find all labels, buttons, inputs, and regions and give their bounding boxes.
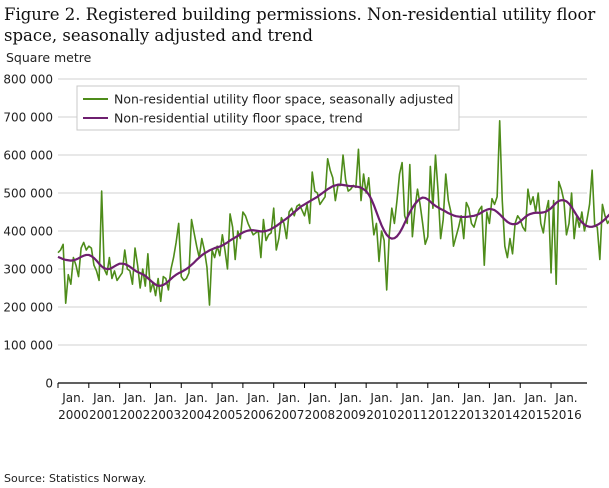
x-tick-label-year: 2014 bbox=[490, 408, 521, 422]
x-tick-label-year: 2011 bbox=[397, 408, 428, 422]
x-tick-label-month: Jan. bbox=[61, 391, 84, 405]
y-tick-label: 700 000 bbox=[3, 111, 53, 125]
x-tick-label-year: 2007 bbox=[274, 408, 305, 422]
x-tick-label-year: 2003 bbox=[151, 408, 182, 422]
series-lines bbox=[57, 120, 609, 306]
x-tick-label-year: 2002 bbox=[120, 408, 151, 422]
x-tick-label-year: 2016 bbox=[551, 408, 582, 422]
y-tick-labels: 0 100 000 200 000 300 000 400 000 500 000 600 … bbox=[3, 73, 53, 391]
x-tick-label-year: 2010 bbox=[366, 408, 397, 422]
y-tick-label: 800 000 bbox=[3, 73, 53, 87]
legend-box bbox=[76, 85, 460, 131]
y-tick-label: 0 bbox=[45, 377, 53, 391]
x-tick-label-year: 2006 bbox=[243, 408, 274, 422]
x-tick-label-year: 2012 bbox=[428, 408, 459, 422]
x-tick-label-month: Jan. bbox=[123, 391, 146, 405]
x-tick-label-month: Jan. bbox=[493, 391, 516, 405]
x-tick-label-year: 2013 bbox=[459, 408, 490, 422]
x-tick-labels: Jan.2000Jan.2001Jan.2002Jan.2003Jan.2004… bbox=[57, 383, 582, 422]
x-tick-label-month: Jan. bbox=[185, 391, 208, 405]
x-tick-label-month: Jan. bbox=[523, 391, 546, 405]
y-tick-label: 400 000 bbox=[3, 225, 53, 239]
x-tick-label-month: Jan. bbox=[369, 391, 392, 405]
y-tick-label: 600 000 bbox=[3, 149, 53, 163]
legend-label-trend: Non-residential utility floor space, tre… bbox=[114, 111, 363, 126]
x-tick-label-month: Jan. bbox=[92, 391, 115, 405]
y-axis-unit-label: Square metre bbox=[6, 50, 92, 65]
x-tick-label-month: Jan. bbox=[431, 391, 454, 405]
legend: Non-residential utility floor space, sea… bbox=[76, 85, 460, 131]
x-tick-label-month: Jan. bbox=[462, 391, 485, 405]
x-tick-label-month: Jan. bbox=[339, 391, 362, 405]
source-note: Source: Statistics Norway. bbox=[4, 472, 147, 485]
line-chart: 0 100 000 200 000 300 000 400 000 500 000 600 … bbox=[3, 73, 609, 422]
x-tick-label-year: 2005 bbox=[212, 408, 243, 422]
chart-title: Figure 2. Registered building permission… bbox=[4, 5, 596, 45]
x-tick-label-month: Jan. bbox=[400, 391, 423, 405]
x-tick-label-year: 2009 bbox=[335, 408, 366, 422]
x-tick-label-month: Jan. bbox=[308, 391, 331, 405]
y-tick-label: 500 000 bbox=[3, 187, 53, 201]
y-tick-label: 300 000 bbox=[3, 263, 53, 277]
x-tick-label-month: Jan. bbox=[277, 391, 300, 405]
x-tick-label-year: 2008 bbox=[305, 408, 336, 422]
y-tick-label: 100 000 bbox=[3, 339, 53, 353]
y-tick-label: 200 000 bbox=[3, 301, 53, 315]
x-tick-label-year: 2004 bbox=[181, 408, 212, 422]
series-line-trend bbox=[57, 183, 609, 287]
legend-label-seasonally-adjusted: Non-residential utility floor space, sea… bbox=[114, 92, 453, 107]
x-tick-label-month: Jan. bbox=[215, 391, 238, 405]
x-tick-label-year: 2000 bbox=[58, 408, 89, 422]
x-tick-label-year: 2015 bbox=[520, 408, 551, 422]
x-tick-label-month: Jan. bbox=[246, 391, 269, 405]
series-line-seasonally-adjusted bbox=[57, 120, 609, 306]
x-tick-label-year: 2001 bbox=[89, 408, 120, 422]
x-tick-label-month: Jan. bbox=[154, 391, 177, 405]
x-tick-label-month: Jan. bbox=[554, 391, 577, 405]
